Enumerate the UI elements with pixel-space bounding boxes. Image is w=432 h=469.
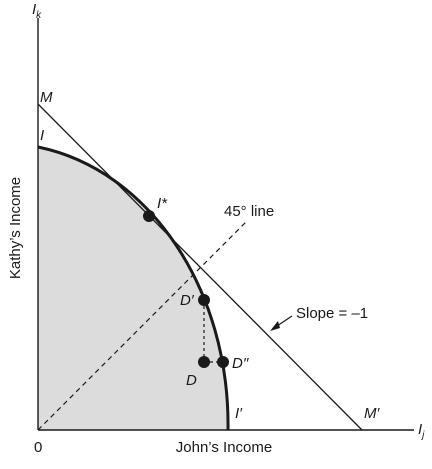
point-d xyxy=(198,356,210,368)
budget-line xyxy=(37,103,363,431)
forty-five-degree-line xyxy=(37,220,248,431)
y-axis-subscript: k xyxy=(36,10,42,21)
x-axis-symbol: Ij xyxy=(418,421,425,441)
x-axis-title: John’s Income xyxy=(176,439,272,456)
slope-pointer-arrowhead xyxy=(270,321,280,331)
point-d-double-prime-label: D′′ xyxy=(232,355,250,372)
budget-line-bottom-label: M′ xyxy=(364,405,380,422)
point-d-double-prime xyxy=(217,356,229,368)
y-axis-symbol: Ik xyxy=(32,1,42,21)
frontier-bottom-label: I′ xyxy=(235,405,243,422)
frontier-top-label: I xyxy=(40,127,44,144)
point-d-prime-label: D′ xyxy=(180,292,195,309)
point-i-star xyxy=(143,210,155,222)
x-axis-subscript: j xyxy=(420,430,425,441)
possibility-frontier-curve xyxy=(37,145,230,431)
diagonal-label: 45° line xyxy=(224,203,274,220)
point-d-label: D xyxy=(186,372,197,389)
budget-line-top-label: M xyxy=(40,89,53,106)
point-i-star-label: I* xyxy=(157,195,168,212)
point-d-prime xyxy=(198,294,210,306)
origin-label: 0 xyxy=(34,439,42,456)
shaded-feasible-region xyxy=(38,147,229,430)
y-axis-title: Kathy’s Income xyxy=(7,177,24,279)
slope-label: Slope = –1 xyxy=(296,305,368,322)
